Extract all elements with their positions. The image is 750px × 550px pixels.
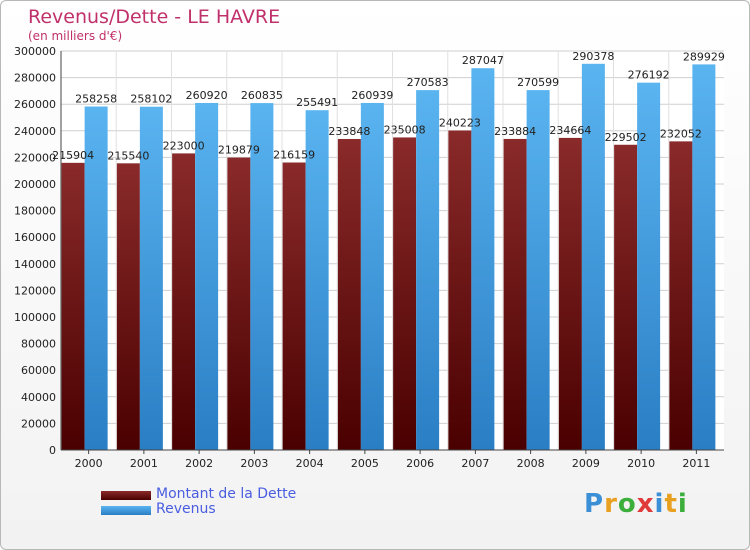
proxiti-logo: Proxiti bbox=[584, 489, 688, 519]
x-tick-label: 2000 bbox=[75, 457, 103, 470]
bar-revenus bbox=[250, 103, 274, 450]
data-label-revenus: 260920 bbox=[186, 89, 228, 102]
y-tick-label: 180000 bbox=[14, 205, 56, 218]
data-label-revenus: 270599 bbox=[517, 76, 559, 89]
data-label-dette: 232052 bbox=[660, 127, 702, 140]
bar-revenus bbox=[360, 102, 384, 451]
logo-letter: i bbox=[654, 489, 665, 519]
data-label-revenus: 287047 bbox=[462, 54, 504, 67]
y-tick-label: 140000 bbox=[14, 258, 56, 271]
x-tick-label: 2007 bbox=[461, 457, 489, 470]
data-label-revenus: 290378 bbox=[572, 50, 614, 63]
chart-title: Revenus/Dette - LE HAVRE bbox=[28, 6, 281, 28]
bar-revenus bbox=[692, 64, 716, 451]
x-tick-label: 2001 bbox=[130, 457, 158, 470]
bar-dette bbox=[116, 163, 140, 451]
bar-revenus bbox=[84, 106, 108, 451]
logo-letter: o bbox=[617, 489, 637, 519]
x-tick-label: 2008 bbox=[517, 457, 545, 470]
x-tick-label: 2010 bbox=[627, 457, 655, 470]
data-label-revenus: 270583 bbox=[407, 76, 449, 89]
bar-dette bbox=[337, 138, 361, 450]
logo-letter: i bbox=[677, 489, 688, 519]
bar-dette bbox=[448, 130, 472, 450]
bar-revenus bbox=[305, 110, 329, 451]
logo-letter: t bbox=[664, 489, 678, 519]
legend-label-revenus: Revenus bbox=[156, 501, 216, 517]
legend-swatch-revenus bbox=[101, 506, 151, 515]
data-label-revenus: 255491 bbox=[296, 96, 338, 109]
y-tick-label: 160000 bbox=[14, 231, 56, 244]
data-label-dette: 216159 bbox=[273, 149, 315, 162]
data-label-dette: 240223 bbox=[439, 117, 481, 130]
chart-subtitle: (en milliers d'€) bbox=[28, 29, 123, 43]
data-label-revenus: 289929 bbox=[683, 50, 725, 63]
y-tick-label: 40000 bbox=[21, 391, 56, 404]
data-label-dette: 233848 bbox=[328, 125, 370, 138]
legend-swatch-dette bbox=[101, 491, 151, 500]
bar-revenus bbox=[416, 90, 440, 451]
bar-revenus bbox=[637, 82, 661, 450]
data-label-revenus: 260939 bbox=[351, 89, 393, 102]
y-tick-label: 100000 bbox=[14, 311, 56, 324]
logo-letter: P bbox=[584, 489, 605, 519]
y-tick-label: 240000 bbox=[14, 125, 56, 138]
x-tick-label: 2011 bbox=[682, 457, 710, 470]
data-label-dette: 235008 bbox=[384, 123, 426, 136]
bar-revenus bbox=[195, 102, 219, 450]
y-tick-label: 20000 bbox=[21, 417, 56, 430]
logo-letter: x bbox=[636, 489, 655, 519]
y-tick-label: 120000 bbox=[14, 284, 56, 297]
bar-revenus bbox=[581, 63, 605, 450]
bar-dette bbox=[227, 157, 251, 451]
x-tick-label: 2006 bbox=[406, 457, 434, 470]
y-tick-label: 60000 bbox=[21, 364, 56, 377]
x-tick-label: 2004 bbox=[296, 457, 324, 470]
y-tick-label: 80000 bbox=[21, 338, 56, 351]
data-label-dette: 229502 bbox=[605, 131, 647, 144]
y-tick-label: 220000 bbox=[14, 151, 56, 164]
bar-dette bbox=[669, 141, 693, 450]
data-label-revenus: 258258 bbox=[75, 93, 117, 106]
bar-dette bbox=[614, 144, 638, 451]
data-label-revenus: 258102 bbox=[130, 93, 172, 106]
data-label-revenus: 276192 bbox=[628, 69, 670, 82]
y-tick-label: 0 bbox=[49, 444, 56, 457]
y-tick-label: 280000 bbox=[14, 72, 56, 85]
bar-dette bbox=[393, 137, 417, 450]
y-tick-label: 200000 bbox=[14, 178, 56, 191]
bar-dette bbox=[503, 138, 527, 451]
data-label-dette: 234664 bbox=[549, 124, 591, 137]
bar-revenus bbox=[526, 90, 550, 450]
y-tick-label: 300000 bbox=[14, 45, 56, 58]
y-tick-label: 260000 bbox=[14, 98, 56, 111]
bar-revenus bbox=[139, 106, 163, 451]
legend-label-dette: Montant de la Dette bbox=[156, 486, 297, 502]
data-label-revenus: 260835 bbox=[241, 89, 283, 102]
bar-revenus bbox=[471, 68, 495, 451]
x-tick-label: 2003 bbox=[240, 457, 268, 470]
bar-dette bbox=[558, 137, 582, 450]
data-label-dette: 223000 bbox=[163, 139, 205, 152]
data-label-dette: 219879 bbox=[218, 144, 260, 157]
bar-dette bbox=[172, 153, 196, 450]
data-label-dette: 215904 bbox=[52, 149, 94, 162]
data-label-dette: 233884 bbox=[494, 125, 536, 138]
x-tick-label: 2002 bbox=[185, 457, 213, 470]
bar-dette bbox=[282, 162, 306, 450]
bar-dette bbox=[61, 162, 85, 450]
logo-letter: r bbox=[604, 489, 618, 519]
x-tick-label: 2009 bbox=[572, 457, 600, 470]
x-tick-label: 2005 bbox=[351, 457, 379, 470]
data-label-dette: 215540 bbox=[107, 149, 149, 162]
